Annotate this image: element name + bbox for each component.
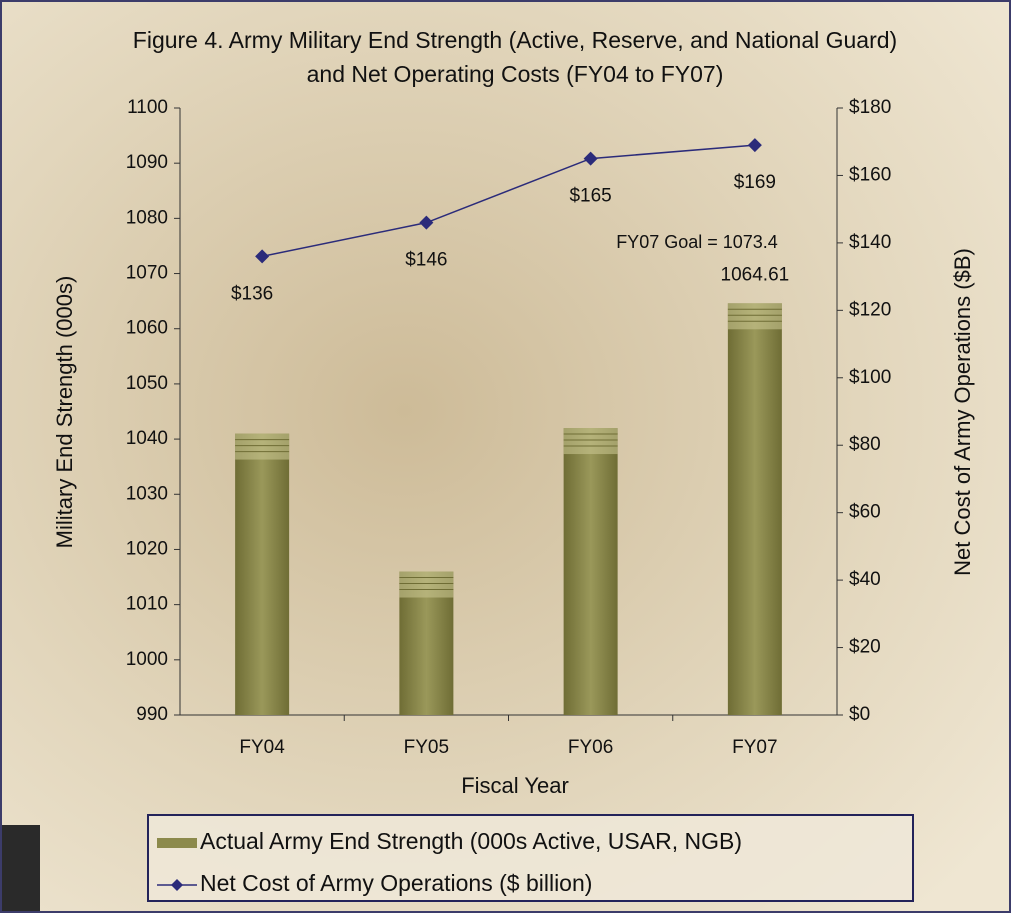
- y-tick-label: 1000: [126, 649, 168, 670]
- y-tick-label: 1100: [127, 97, 168, 118]
- y-tick-label: 1020: [126, 538, 168, 559]
- y-tick-label: 1010: [126, 594, 168, 615]
- y-tick-label: 1060: [126, 318, 168, 339]
- y-tick-label: 990: [136, 704, 168, 725]
- y2-tick-label: $0: [849, 704, 870, 725]
- y-tick-label: 1030: [126, 483, 168, 504]
- x-tick-label: FY05: [404, 737, 449, 758]
- data-label: 1064.61: [721, 264, 790, 285]
- bar: [235, 434, 289, 715]
- data-label: $165: [569, 186, 611, 207]
- chart: Figure 4. Army Military End Strength (Ac…: [0, 0, 1011, 913]
- chart-title: Figure 4. Army Military End Strength (Ac…: [133, 27, 897, 53]
- x-tick-label: FY06: [568, 737, 613, 758]
- y-tick-label: 1080: [126, 207, 168, 228]
- y2-tick-label: $160: [849, 164, 891, 185]
- y-axis-title: Military End Strength (000s): [52, 276, 77, 549]
- data-label: $169: [734, 172, 776, 193]
- y-tick-label: 1040: [126, 428, 168, 449]
- legend-label: Net Cost of Army Operations ($ billion): [200, 870, 592, 896]
- y2-tick-label: $140: [849, 232, 891, 253]
- y2-tick-label: $80: [849, 434, 881, 455]
- y2-tick-label: $20: [849, 637, 881, 658]
- y2-tick-label: $100: [849, 367, 891, 388]
- legend-label: Actual Army End Strength (000s Active, U…: [200, 828, 742, 854]
- chart-title: and Net Operating Costs (FY04 to FY07): [307, 61, 724, 87]
- x-axis-title: Fiscal Year: [461, 773, 569, 798]
- x-tick-label: FY04: [239, 737, 285, 758]
- y2-tick-label: $180: [849, 97, 891, 118]
- y-tick-label: 1070: [126, 263, 168, 284]
- y2-tick-label: $60: [849, 502, 881, 523]
- annotation: FY07 Goal = 1073.4: [616, 232, 778, 252]
- y-tick-label: 1050: [126, 373, 168, 394]
- bar-cap: [728, 303, 782, 329]
- bar: [564, 428, 618, 715]
- legend-swatch: [157, 838, 197, 848]
- y2-tick-label: $120: [849, 299, 891, 320]
- corner: [0, 825, 40, 913]
- bar-cap: [399, 572, 453, 598]
- bar-cap: [235, 434, 289, 460]
- bar-cap: [564, 428, 618, 454]
- y2-axis-title: Net Cost of Army Operations ($B): [950, 248, 975, 576]
- y2-tick-label: $40: [849, 569, 881, 590]
- y-tick-label: 1090: [126, 152, 168, 173]
- bar: [728, 303, 782, 715]
- data-label: $136: [231, 283, 273, 304]
- x-tick-label: FY07: [732, 737, 777, 758]
- data-label: $146: [405, 250, 447, 271]
